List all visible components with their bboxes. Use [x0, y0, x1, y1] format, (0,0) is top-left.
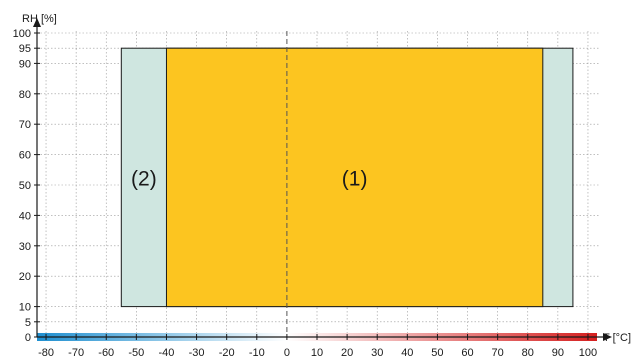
y-tick-label: 90 — [19, 58, 31, 70]
y-tick-label: 100 — [13, 28, 31, 40]
y-tick-label: 20 — [19, 271, 31, 283]
y-tick-label: 10 — [19, 302, 31, 314]
y-axis-arrow-icon — [33, 18, 41, 27]
region-2 — [165, 47, 544, 308]
y-tick-label: 50 — [19, 180, 31, 192]
x-tick-label: -40 — [159, 347, 175, 359]
y-tick-label: 5 — [25, 317, 31, 329]
x-tick-label: -50 — [128, 347, 144, 359]
ticks: -80 -70 -60 -50 -40 -30 -20 -10 0 10 20 30 40 50 60 70 8… — [13, 28, 598, 359]
x-tick-label: 50 — [431, 347, 443, 359]
y-tick-label: 95 — [19, 43, 31, 55]
x-tick-label: 100 — [579, 347, 597, 359]
x-tick-label: -70 — [68, 347, 84, 359]
y-axis-label: RH [%] — [22, 13, 57, 25]
axes — [33, 18, 612, 341]
region-2-label: (2) — [131, 167, 157, 190]
y-tick-label: 40 — [19, 210, 31, 222]
x-tick-label: 10 — [311, 347, 323, 359]
x-tick-label: -30 — [189, 347, 205, 359]
x-axis-label: T [°C] — [603, 332, 631, 344]
x-tick-label: 0 — [284, 347, 290, 359]
region-1-label: (1) — [342, 167, 368, 190]
y-tick-label: 0 — [25, 332, 31, 344]
x-tick-label: 60 — [461, 347, 473, 359]
x-tick-label: -60 — [98, 347, 114, 359]
x-tick-label: 30 — [371, 347, 383, 359]
y-tick-label: 70 — [19, 119, 31, 131]
x-tick-label: -80 — [38, 347, 54, 359]
x-tick-label: 20 — [341, 347, 353, 359]
y-tick-label: 60 — [19, 150, 31, 162]
regions: (2) (1) — [120, 47, 574, 308]
y-tick-label: 80 — [19, 89, 31, 101]
x-axis-arrow-icon — [603, 333, 612, 341]
x-tick-label: -10 — [249, 347, 265, 359]
y-tick-label: 30 — [19, 241, 31, 253]
x-tick-label: 80 — [522, 347, 534, 359]
x-tick-label: 70 — [492, 347, 504, 359]
x-tick-label: -20 — [219, 347, 235, 359]
x-tick-label: 40 — [401, 347, 413, 359]
x-tick-label: 90 — [552, 347, 564, 359]
